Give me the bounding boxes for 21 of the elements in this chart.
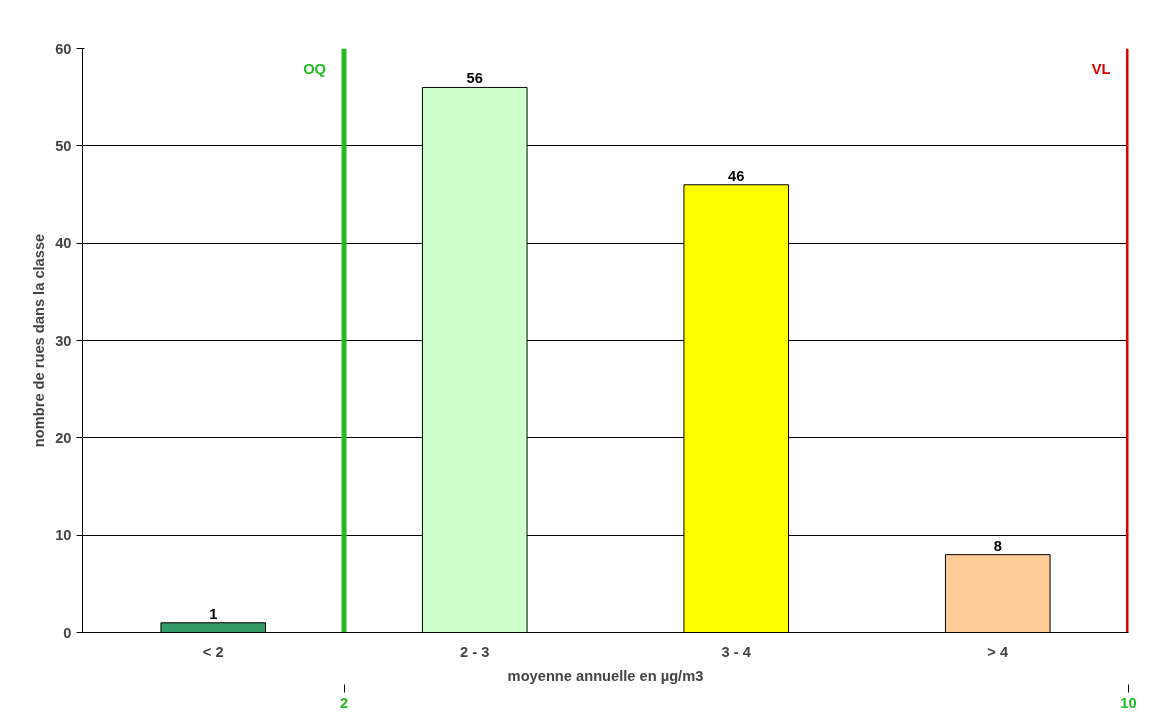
y-tick-label: 10 bbox=[55, 527, 72, 544]
y-tick-label: 0 bbox=[63, 624, 72, 641]
x-tick-label: < 2 bbox=[202, 643, 224, 660]
x2-tick-label: 10 bbox=[1120, 694, 1137, 711]
x-axis-title: moyenne annuelle en µg/m3 bbox=[507, 667, 704, 684]
data-label: 8 bbox=[993, 537, 1002, 554]
y-tick-label: 30 bbox=[55, 332, 72, 349]
data-label: 46 bbox=[728, 167, 745, 184]
x2-tick-label: 2 bbox=[339, 694, 349, 711]
y-tick-label: 20 bbox=[55, 429, 72, 446]
y-tick-label: 50 bbox=[55, 137, 72, 154]
data-label: 1 bbox=[209, 605, 218, 622]
ref-line-label: OQ bbox=[303, 60, 327, 77]
ref-line-label: VL bbox=[1091, 60, 1111, 77]
data-label: 56 bbox=[466, 70, 483, 87]
x-tick-label: > 4 bbox=[987, 643, 1009, 660]
y-tick-label: 60 bbox=[55, 40, 72, 57]
y-axis-title: nombre de rues dans la classe bbox=[31, 233, 48, 448]
y-tick-label: 40 bbox=[55, 235, 72, 252]
x-tick-label: 3 - 4 bbox=[721, 643, 752, 660]
x-tick-label: 2 - 3 bbox=[460, 643, 490, 660]
